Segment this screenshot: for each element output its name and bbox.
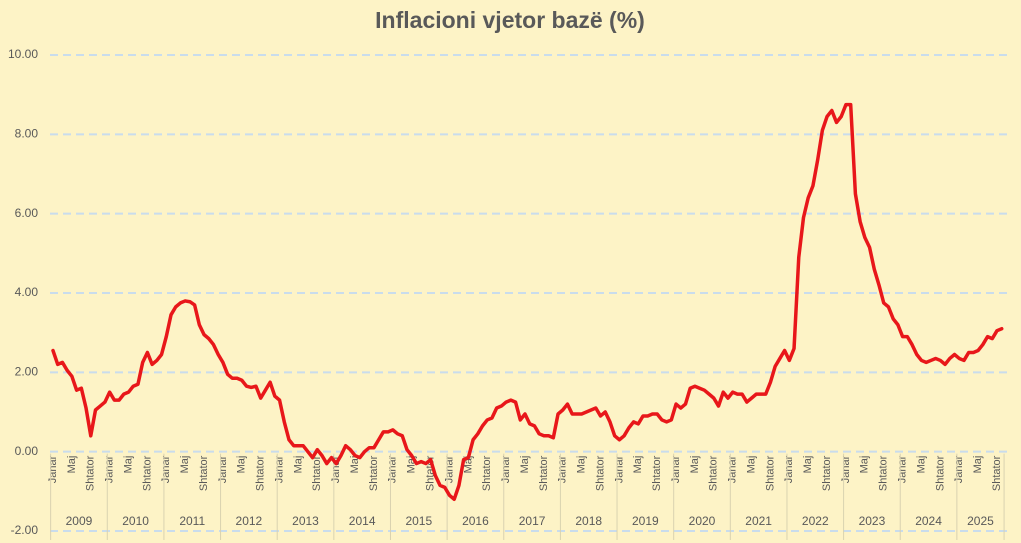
x-tick-label: Maj xyxy=(349,456,361,474)
year-label: 2011 xyxy=(179,514,205,528)
line xyxy=(51,102,1004,502)
x-tick-label: Maj xyxy=(519,456,531,474)
x-tick-label: Janar xyxy=(387,455,399,483)
x-tick-label: Shtator xyxy=(821,455,833,491)
x-tick-label: Maj xyxy=(576,456,588,474)
year-label: 2017 xyxy=(519,514,546,528)
year-label: 2020 xyxy=(689,514,716,528)
y-tick-label: 4.00 xyxy=(15,285,39,299)
x-tick-label: Janar xyxy=(783,455,795,483)
x-tick-label: Maj xyxy=(632,456,644,474)
year-label: 2016 xyxy=(462,514,489,528)
y-tick-label: 0.00 xyxy=(15,444,39,458)
x-tick-label: Shtator xyxy=(651,455,663,491)
y-tick-label: 8.00 xyxy=(15,127,39,141)
year-label: 2012 xyxy=(236,514,263,528)
x-tick-label: Janar xyxy=(727,455,739,483)
x-tick-label: Shtator xyxy=(764,455,776,491)
year-label: 2023 xyxy=(859,514,886,528)
year-label: 2022 xyxy=(802,514,829,528)
x-tick-label: Shtator xyxy=(85,455,97,491)
x-tick-label: Shtator xyxy=(878,455,890,491)
y-tick-label: 2.00 xyxy=(15,365,39,379)
x-tick-label: Janar xyxy=(500,455,512,483)
year-label: 2014 xyxy=(349,514,376,528)
chart-title: Inflacioni vjetor bazë (%) xyxy=(375,7,645,33)
x-tick-label: Maj xyxy=(972,456,984,474)
x-tick-label: Shtator xyxy=(311,455,323,491)
x-tick-label: Maj xyxy=(122,456,134,474)
year-label: 2018 xyxy=(575,514,602,528)
x-tick-label: Shtator xyxy=(594,455,606,491)
x-tick-label: Janar xyxy=(47,455,59,483)
year-label: 2013 xyxy=(292,514,319,528)
year-label: 2010 xyxy=(122,514,149,528)
x-tick-label: Maj xyxy=(689,456,701,474)
x-tick-label: Shtator xyxy=(198,455,210,491)
year-label: 2024 xyxy=(915,514,942,528)
x-tick-label: Maj xyxy=(66,456,78,474)
x-tick-label: Janar xyxy=(273,455,285,483)
year-label: 2025 xyxy=(967,514,994,528)
x-tick-label: Janar xyxy=(613,455,625,483)
x-tick-label: Janar xyxy=(160,455,172,483)
x-tick-label: Janar xyxy=(897,455,909,483)
x-tick-label: Janar xyxy=(217,455,229,483)
x-tick-label: Janar xyxy=(104,455,116,483)
x-tick-label: Shtator xyxy=(141,455,153,491)
year-label: 2019 xyxy=(632,514,659,528)
x-tick-label: Shtator xyxy=(368,455,380,491)
x-tick-label: Janar xyxy=(840,455,852,483)
year-label: 2009 xyxy=(66,514,93,528)
x-tick-label: Shtator xyxy=(255,455,267,491)
x-tick-label: Maj xyxy=(236,456,248,474)
x-tick-label: Maj xyxy=(859,456,871,474)
x-tick-label: Maj xyxy=(179,456,191,474)
x-tick-label: Shtator xyxy=(991,455,1003,491)
x-tick-label: Shtator xyxy=(538,455,550,491)
year-label: 2015 xyxy=(405,514,432,528)
y-tick-label: -2.00 xyxy=(11,523,39,537)
x-tick-label: Maj xyxy=(802,456,814,474)
x-tick-label: Shtator xyxy=(481,455,493,491)
x-tick-label: Shtator xyxy=(934,455,946,491)
x-tick-label: Maj xyxy=(292,456,304,474)
y-tick-label: 10.00 xyxy=(8,47,38,61)
y-tick-label: 6.00 xyxy=(15,206,39,220)
x-tick-label: Maj xyxy=(915,456,927,474)
x-tick-label: Shtator xyxy=(708,455,720,491)
x-tick-label: Janar xyxy=(443,455,455,483)
x-tick-label: Janar xyxy=(953,455,965,483)
x-tick-label: Janar xyxy=(557,455,569,483)
year-label: 2021 xyxy=(745,514,772,528)
x-tick-label: Maj xyxy=(745,456,757,474)
x-tick-label: Janar xyxy=(670,455,682,483)
